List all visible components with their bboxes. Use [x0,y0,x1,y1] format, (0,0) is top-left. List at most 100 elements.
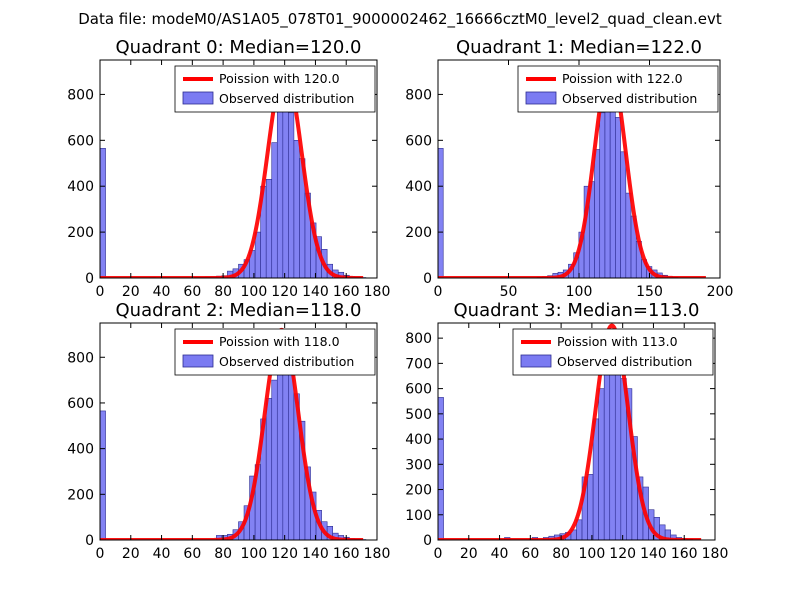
chart-panel-2: 0 20 40 60 80 100 120 140 160 180 0 200 400 600 800 Qua… [67,300,390,562]
y-tick-label: 600 [67,133,94,149]
chart-panel-3: 0 20 40 60 80 100 120 140 160 1800100200300400500… [405,300,728,562]
x-tick-label: 140 [302,546,329,562]
x-tick-label: 20 [460,546,478,562]
x-tick-label: 80 [214,546,232,562]
x-tick-label: 80 [552,546,570,562]
x-tick-label: 120 [609,546,636,562]
legend-label-poisson: Poission with 120.0 [219,71,340,86]
histogram-bar [282,350,289,540]
x-tick-label: 100 [566,284,593,300]
histogram-bar [614,358,622,540]
x-tick-label: 180 [702,546,729,562]
histogram-bar [615,117,621,278]
subplots-grid: 0 20 40 60 80 100 120 140 160 1800200400600800Qua… [67,37,733,562]
histogram-bar [620,151,627,278]
x-tick-label: 0 [434,546,443,562]
panel-title: Quadrant 3: Median=113.0 [454,300,700,321]
legend: Poission with 122.0 Observed distribution [517,65,719,113]
legend-label-observed: Observed distribution [562,91,697,106]
legend-bar-swatch [525,91,557,105]
x-tick-label: 60 [183,546,201,562]
y-tick-label: 200 [67,487,94,503]
x-tick-label: 40 [491,546,509,562]
y-tick-label: 100 [405,508,432,524]
x-tick-label: 120 [271,546,298,562]
histogram-bar [598,388,605,540]
histogram-bar [576,519,583,540]
poisson-curve [100,327,365,540]
axes-frame [437,322,716,541]
plot-area [100,327,367,540]
y-tick-label: 400 [405,432,432,448]
histogram-bar [603,352,611,540]
x-tick-label: 40 [153,546,171,562]
x-tick-label: 180 [364,284,391,300]
histogram-bar [271,379,278,540]
histogram-bar [254,231,261,278]
y-tick-label: 700 [405,356,432,372]
poisson-curve [438,323,703,540]
x-tick-label: 140 [640,546,667,562]
x-tick-label: 60 [183,284,201,300]
legend: Poission with 113.0 Observed distribution [512,328,714,376]
legend-label-observed: Observed distribution [557,354,692,369]
x-tick-label: 0 [434,284,443,300]
x-tick-label: 20 [122,284,140,300]
histogram-bar [100,148,106,278]
legend-label-poisson: Poission with 122.0 [562,71,683,86]
chart-panel-1: 0 50 100 150 200 0 200 400 600 800 Quadrant 1: Med… [405,37,733,300]
histogram-bar [594,149,601,278]
x-tick-label: 160 [333,546,360,562]
y-tick-label: 600 [405,382,432,398]
y-tick-label: 400 [67,179,94,195]
x-tick-label: 60 [521,546,539,562]
plot-area [100,67,367,278]
legend-label-observed: Observed distribution [219,354,354,369]
x-tick-label: 140 [302,284,329,300]
y-tick-label: 800 [67,350,94,366]
y-tick-label: 400 [405,179,432,195]
histogram-bar [293,140,300,278]
y-tick-label: 800 [67,87,94,103]
legend-label-observed: Observed distribution [219,91,354,106]
histogram-bar [438,397,444,540]
y-tick-label: 0 [423,271,432,287]
legend-bar-swatch [520,354,552,368]
legend-bar-swatch [182,91,214,105]
panel-title: Quadrant 2: Median=118.0 [116,300,362,321]
histogram-bar [100,410,106,540]
histogram-bar [288,112,295,278]
x-tick-label: 120 [271,284,298,300]
histogram-bar [438,148,444,278]
axes-frame [99,322,378,541]
legend-bar-swatch [182,354,214,368]
x-tick-label: 80 [214,284,232,300]
x-tick-label: 180 [364,546,391,562]
histogram-bar [587,474,594,540]
x-tick-label: 50 [500,284,518,300]
panel-title: Quadrant 1: Median=122.0 [456,37,702,58]
x-tick-label: 100 [241,284,268,300]
legend-label-poisson: Poission with 118.0 [219,334,340,349]
axes-frame [99,59,378,279]
x-tick-label: 40 [153,284,171,300]
histogram-bar [271,142,278,278]
histogram-bar [265,398,273,540]
figure-suptitle: Data file: modeM0/AS1A05_078T01_90000024… [78,10,722,29]
plot-area [438,66,708,278]
x-tick-label: 150 [636,284,663,300]
histogram-bar [265,179,273,278]
y-tick-label: 200 [405,483,432,499]
x-tick-label: 20 [122,546,140,562]
y-tick-label: 600 [405,133,432,149]
y-tick-label: 500 [405,407,432,423]
y-tick-label: 600 [67,396,94,412]
legend: Poission with 118.0 Observed distribution [174,328,376,376]
x-tick-label: 0 [96,546,105,562]
y-tick-label: 0 [85,271,94,287]
histogram-bar [599,112,606,278]
y-tick-label: 0 [85,533,94,549]
poisson-curve [438,66,708,278]
x-tick-label: 100 [241,546,268,562]
